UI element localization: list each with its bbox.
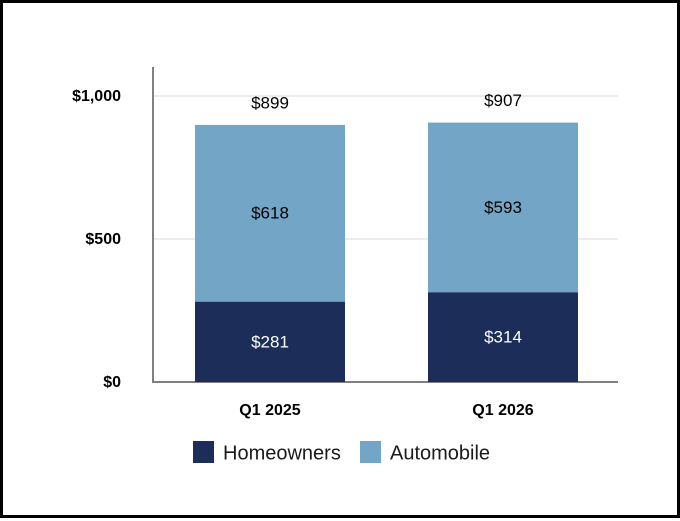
total-label: $907 [484,91,522,110]
bar-automobile-1 [428,122,578,293]
legend-label-automobile: Automobile [390,442,490,464]
data-label-homeowners: $281 [251,332,289,351]
x-tick-label: Q1 2025 [239,402,300,419]
data-label-homeowners: $314 [484,328,522,347]
data-label-automobile: $593 [484,198,522,217]
legend-swatch-automobile [360,441,381,463]
y-tick-label: $500 [85,231,121,248]
total-label: $899 [251,93,289,112]
x-tick-label: Q1 2026 [472,402,533,419]
bar-automobile-0 [195,124,345,302]
legend-label-homeowners: Homeowners [223,442,341,464]
stacked-bar-chart: $0 $500 $1,000 $281 $618 $899 Q1 2025 $314 $593 $… [72,67,618,464]
y-tick-label: $0 [103,374,121,391]
bar-homeowners-1 [428,292,578,382]
bar-homeowners-0 [195,301,345,382]
y-tick-label: $1,000 [72,88,121,105]
legend-swatch-homeowners [193,441,214,463]
data-label-automobile: $618 [251,204,289,223]
